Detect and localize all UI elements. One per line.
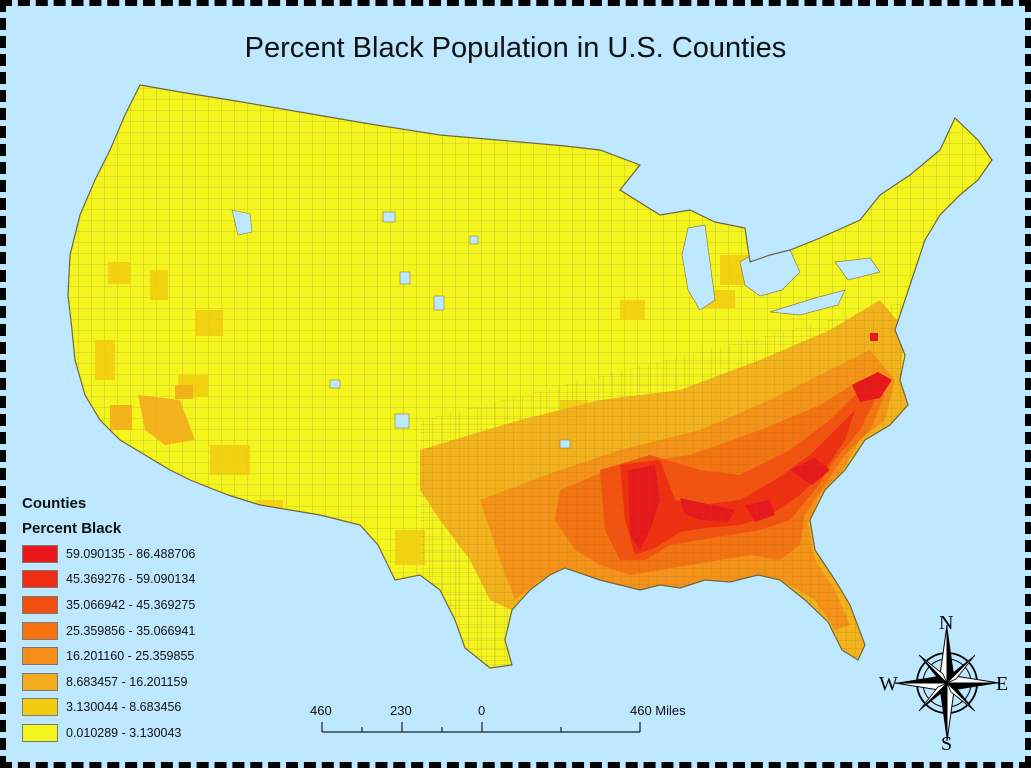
map-title: Percent Black Population in U.S. Countie… [244, 32, 787, 64]
legend-layer-title: Counties [22, 495, 87, 512]
legend-class-row: 0.010289 - 3.130043 [22, 720, 195, 746]
legend-swatch [22, 621, 58, 640]
legend-class-label: 25.359856 - 35.066941 [66, 623, 196, 638]
legend-class-label: 3.130044 - 8.683456 [66, 700, 182, 715]
compass-e: E [996, 673, 1009, 695]
legend-class-row: 3.130044 - 8.683456 [22, 695, 195, 721]
north-arrow-icon [894, 624, 1000, 742]
legend-field-title: Percent Black [22, 520, 122, 537]
legend-class-row: 25.359856 - 35.066941 [22, 618, 195, 644]
legend-class-label: 0.010289 - 3.130043 [66, 725, 182, 740]
legend-swatch [22, 595, 58, 614]
legend-swatch [22, 672, 58, 691]
legend-class-row: 45.369276 - 59.090134 [22, 567, 195, 593]
compass-n: N [939, 612, 954, 634]
southwest-moderate-counties [110, 385, 195, 445]
compass-w: W [879, 673, 898, 695]
legend-swatch [22, 570, 58, 589]
legend-swatch [22, 723, 58, 742]
legend-class-label: 35.066942 - 45.369275 [66, 597, 196, 612]
legend-class-label: 16.201160 - 25.359855 [66, 649, 195, 664]
legend-swatch [22, 698, 58, 717]
legend-class-row: 8.683457 - 16.201159 [22, 669, 195, 695]
legend-class-row: 16.201160 - 25.359855 [22, 643, 195, 669]
inland-lakes [231, 209, 571, 449]
legend-class-label: 59.090135 - 86.488706 [66, 546, 196, 561]
legend-swatch [22, 544, 58, 563]
legend-class-label: 45.369276 - 59.090134 [66, 572, 196, 587]
map-legend: Counties Percent Black 59.090135 - 86.48… [22, 495, 195, 746]
legend-classes: 59.090135 - 86.488706 45.369276 - 59.0901… [22, 541, 195, 746]
legend-class-label: 8.683457 - 16.201159 [66, 674, 188, 689]
legend-swatch [22, 647, 58, 666]
compass-s: S [941, 733, 953, 755]
legend-class-row: 35.066942 - 45.369275 [22, 592, 195, 618]
legend-class-row: 59.090135 - 86.488706 [22, 541, 195, 567]
scale-bar [321, 722, 641, 733]
